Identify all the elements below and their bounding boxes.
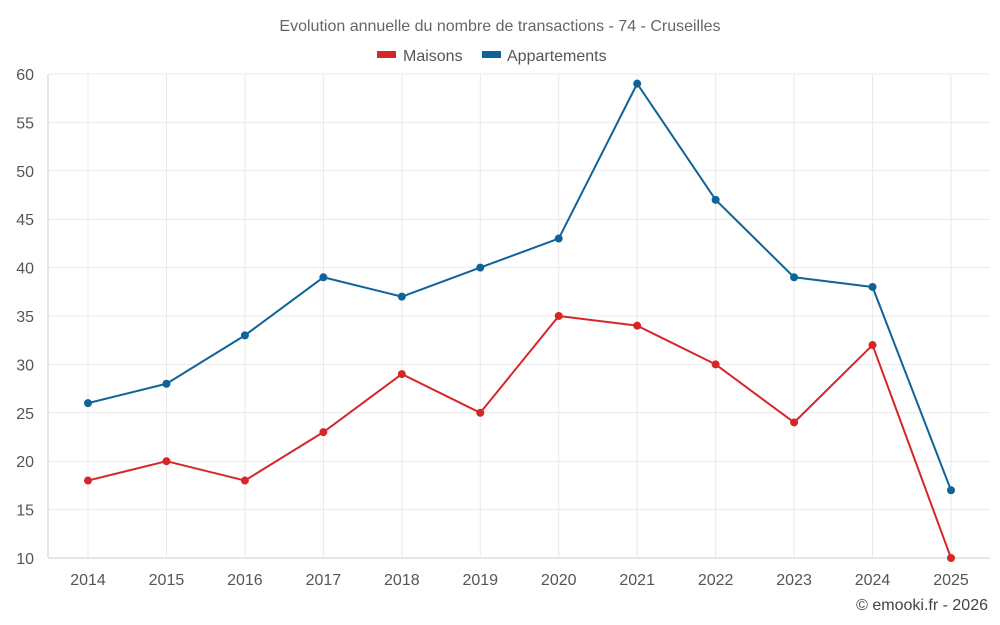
x-tick-label: 2017 <box>306 572 342 589</box>
y-tick-label: 40 <box>16 261 34 278</box>
data-point-appartements-2015[interactable] <box>162 379 171 388</box>
series-appartements <box>84 79 955 495</box>
legend-item-appartements[interactable]: Appartements <box>482 48 607 65</box>
x-tick-label: 2016 <box>227 572 263 589</box>
y-axis: 10 15 20 25 30 35 40 45 50 55 60 <box>16 67 34 568</box>
x-tick-label: 2014 <box>70 572 106 589</box>
chart-credit: © emooki.fr - 2026 <box>856 597 988 614</box>
data-point-maisons-2017[interactable] <box>319 428 328 437</box>
data-point-appartements-2017[interactable] <box>319 273 328 282</box>
x-tick-label: 2019 <box>462 572 498 589</box>
data-point-maisons-2024[interactable] <box>868 341 877 350</box>
data-point-maisons-2020[interactable] <box>554 312 563 320</box>
series-maisons <box>84 312 955 562</box>
data-point-maisons-2016[interactable] <box>240 476 249 485</box>
data-point-maisons-2022[interactable] <box>711 360 720 369</box>
x-tick-label: 2022 <box>698 572 734 589</box>
y-tick-label: 30 <box>16 357 34 374</box>
legend-swatch <box>377 51 396 58</box>
y-tick-label: 25 <box>16 406 34 423</box>
y-tick-label: 35 <box>16 309 34 326</box>
series-line-appartements <box>87 82 952 491</box>
data-point-maisons-2019[interactable] <box>476 408 485 417</box>
x-tick-label: 2024 <box>855 572 891 589</box>
data-point-appartements-2016[interactable] <box>240 331 249 340</box>
series-layer <box>84 79 955 562</box>
y-tick-label: 45 <box>16 212 34 229</box>
y-tick-label: 55 <box>16 115 34 132</box>
x-tick-label: 2018 <box>384 572 420 589</box>
data-point-appartements-2022[interactable] <box>711 195 720 204</box>
data-point-maisons-2021[interactable] <box>633 321 642 330</box>
legend-label: Appartements <box>507 48 607 65</box>
data-point-appartements-2019[interactable] <box>476 263 485 272</box>
data-point-appartements-2014[interactable] <box>84 399 92 408</box>
chart-grid <box>47 73 990 559</box>
data-point-appartements-2021[interactable] <box>633 79 642 88</box>
y-tick-label: 60 <box>16 67 34 84</box>
x-tick-label: 2015 <box>149 572 185 589</box>
chart-legend: Maisons Appartements <box>377 48 607 65</box>
legend-swatch <box>482 51 501 58</box>
x-tick-label: 2020 <box>541 572 577 589</box>
data-point-maisons-2025[interactable] <box>947 554 955 562</box>
y-tick-label: 50 <box>16 164 34 181</box>
x-tick-label: 2025 <box>933 572 969 589</box>
data-point-appartements-2023[interactable] <box>790 273 799 282</box>
data-point-appartements-2018[interactable] <box>397 292 406 301</box>
data-point-appartements-2024[interactable] <box>868 282 877 291</box>
x-axis: 2014 2015 2016 2017 2018 2019 2020 2021 2022 2023… <box>70 572 969 589</box>
x-tick-label: 2023 <box>776 572 812 589</box>
series-line-maisons <box>87 315 952 559</box>
legend-label: Maisons <box>403 48 463 65</box>
data-point-appartements-2025[interactable] <box>947 486 955 495</box>
data-point-maisons-2023[interactable] <box>790 418 799 427</box>
legend-item-maisons[interactable]: Maisons <box>377 48 463 65</box>
data-point-appartements-2020[interactable] <box>554 234 563 243</box>
data-point-maisons-2015[interactable] <box>162 457 171 466</box>
data-point-maisons-2014[interactable] <box>84 476 92 485</box>
y-tick-label: 15 <box>16 503 34 520</box>
data-point-maisons-2018[interactable] <box>397 370 406 379</box>
x-tick-label: 2021 <box>619 572 655 589</box>
chart-title: Evolution annuelle du nombre de transact… <box>279 18 720 35</box>
y-tick-label: 20 <box>16 454 34 471</box>
y-tick-label: 10 <box>16 551 34 568</box>
